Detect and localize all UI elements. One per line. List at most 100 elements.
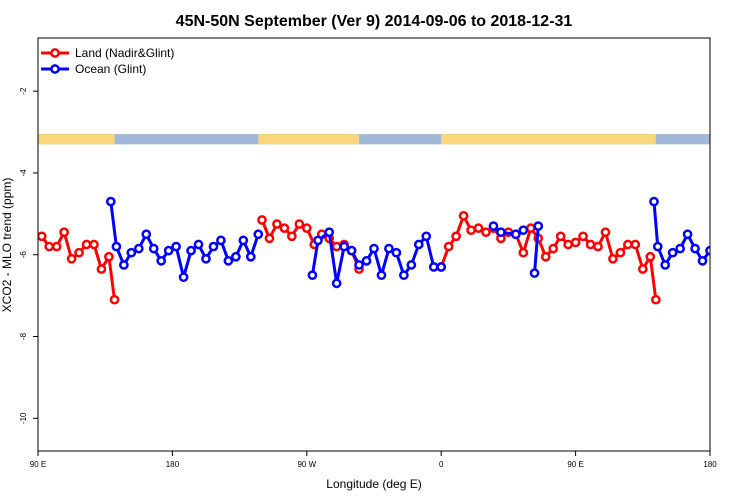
- series-0-point-2: [51, 241, 62, 252]
- land-ocean-band: [38, 134, 710, 145]
- series-1-point-40: [496, 227, 506, 238]
- y-tick-label-4: -10: [19, 412, 28, 424]
- series-1-line-4: [652, 201, 710, 267]
- series-1-line-3: [533, 225, 540, 274]
- series-1-point-36: [421, 231, 432, 242]
- series-1-point-14: [208, 241, 219, 252]
- series-0-point-6: [81, 239, 92, 250]
- series-0-point-49: [615, 247, 626, 258]
- series-layer: [38, 196, 710, 305]
- series-0-point-26: [443, 241, 454, 252]
- series-0-point-16: [294, 219, 305, 229]
- series-0-point-40: [548, 243, 559, 254]
- series-1-point-45: [649, 196, 659, 207]
- series-1-point-1: [111, 241, 122, 252]
- x-axis: 90 E 180 90 W 0 90 E 180: [30, 451, 717, 469]
- series-1-point-9: [171, 241, 181, 252]
- series-1-point-3: [126, 247, 137, 258]
- series-1-point-47: [660, 260, 671, 270]
- series-0-point-15: [287, 231, 297, 242]
- series-1-point-48: [667, 247, 678, 258]
- series-1-point-20: [253, 229, 264, 240]
- x-tick-label-3: 0: [439, 460, 444, 469]
- series-0-point-12: [264, 233, 275, 244]
- x-tick-label-4: 90 E: [567, 460, 583, 469]
- land-strip-2: [441, 134, 656, 145]
- series-1-point-24: [331, 278, 342, 289]
- series-1-point-2: [119, 260, 129, 270]
- series-1-point-0: [105, 196, 116, 207]
- series-0-point-1: [44, 241, 55, 252]
- series-1-point-51: [690, 243, 700, 254]
- series-0-point-21: [331, 241, 342, 252]
- x-tick-label-1: 180: [166, 460, 180, 469]
- series-1-point-38: [436, 262, 447, 272]
- series-0-point-44: [578, 231, 588, 242]
- series-1-point-41: [511, 229, 521, 240]
- y-tick-label-3: -8: [19, 332, 28, 340]
- series-0-point-28: [458, 211, 469, 221]
- y-tick-label-2: -6: [19, 251, 28, 259]
- series-1-point-21: [307, 270, 318, 281]
- series-0-point-39: [540, 251, 551, 262]
- y-tick-label-1: -4: [19, 169, 28, 177]
- series-1-point-30: [376, 270, 387, 281]
- series-1-point-35: [413, 239, 424, 250]
- y-tick-label-0: -2: [19, 87, 28, 95]
- land-strip-0: [38, 134, 115, 145]
- series-1-point-43: [529, 268, 540, 278]
- series-0-point-14: [279, 223, 290, 233]
- legend-marker-0: [50, 48, 60, 58]
- series-1-point-4: [133, 243, 144, 254]
- series-1-point-34: [406, 260, 417, 270]
- series-0-point-10: [109, 294, 120, 305]
- series-0-point-0: [38, 231, 47, 242]
- series-1-point-33: [399, 270, 409, 281]
- series-1-point-26: [346, 245, 357, 256]
- series-1-point-31: [384, 243, 394, 254]
- land-strip-1: [258, 134, 360, 145]
- series-0-point-48: [608, 253, 618, 264]
- series-0-point-17: [301, 223, 312, 233]
- series-1-point-52: [697, 256, 708, 266]
- series-0-point-5: [74, 247, 84, 258]
- series-1-point-39: [488, 221, 499, 231]
- ocean-strip: [38, 134, 710, 145]
- series-1: [105, 196, 710, 289]
- series-1-point-28: [361, 256, 372, 266]
- chart-title: 45N-50N September (Ver 9) 2014-09-06 to …: [176, 13, 573, 30]
- x-tick-label-5: 180: [703, 460, 717, 469]
- series-0-point-50: [623, 239, 633, 250]
- y-axis: -2 -4 -6 -8 -10: [19, 87, 38, 424]
- series-0-point-13: [272, 219, 282, 229]
- y-axis-label: XCO2 - MLO trend (ppm): [0, 178, 14, 313]
- plot-frame: [37, 37, 711, 452]
- series-0-point-41: [555, 231, 566, 242]
- series-1-point-53: [705, 245, 710, 256]
- series-1-point-32: [391, 247, 402, 258]
- series-1-point-10: [178, 272, 189, 283]
- series-0-point-29: [466, 225, 476, 236]
- series-0-point-47: [600, 227, 611, 238]
- series-1-point-29: [369, 243, 379, 254]
- series-0-point-31: [481, 227, 491, 238]
- series-1-point-7: [156, 256, 167, 266]
- series-0-point-42: [563, 239, 573, 250]
- series-1-point-27: [354, 260, 364, 270]
- series-0-point-9: [104, 251, 114, 262]
- series-1-point-22: [313, 235, 323, 246]
- series-1-point-19: [245, 251, 256, 262]
- series-1-point-50: [682, 229, 693, 240]
- series-1-point-13: [201, 253, 211, 264]
- series-0-point-46: [593, 241, 603, 252]
- series-1-point-17: [231, 251, 241, 262]
- series-1-point-12: [193, 239, 204, 250]
- series-0-point-7: [89, 239, 99, 250]
- series-0-point-8: [96, 264, 107, 274]
- series-1-point-6: [148, 243, 159, 254]
- series-1-point-18: [238, 235, 249, 246]
- series-0-point-4: [66, 253, 77, 264]
- legend-label-0: Land (Nadir&Glint): [75, 46, 174, 60]
- series-0-point-53: [645, 251, 656, 262]
